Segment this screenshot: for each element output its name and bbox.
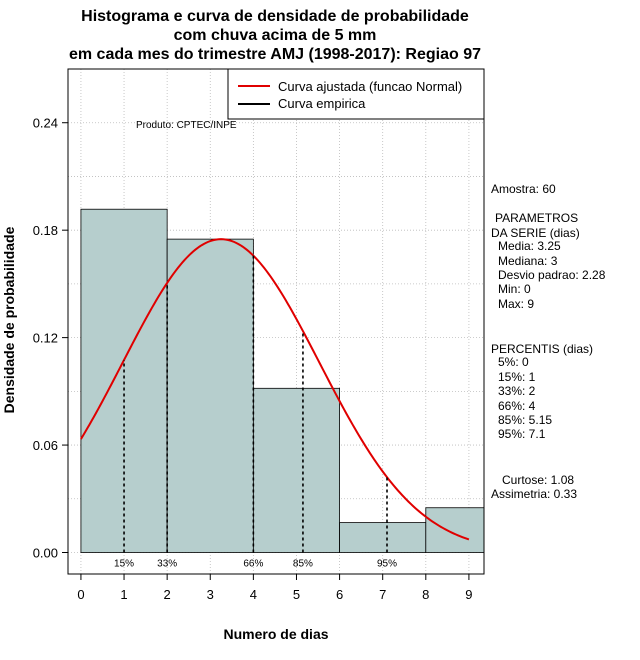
percentile-label-33: 33%	[157, 559, 177, 570]
fitted-normal-curve	[80, 238, 470, 541]
histogram-bars	[80, 208, 485, 553]
x-tick-label: 0	[77, 587, 84, 602]
histogram-bar-2	[166, 238, 254, 553]
perc-title: PERCENTIS (dias)	[491, 342, 593, 356]
chart-title-line-3: em cada mes do trimestre AMJ (1998-2017)…	[69, 46, 481, 63]
histogram-bar-5	[425, 507, 485, 553]
histogram-bar-4	[339, 522, 427, 553]
x-tick-label: 9	[465, 587, 472, 602]
percentile-lines: 15% 33% 66% 85% 95%	[114, 255, 397, 570]
perc-33: 33%: 2	[498, 384, 536, 398]
histogram-bar-3	[252, 387, 340, 553]
legend: Curva ajustada (funcao Normal) Curva emp…	[227, 68, 485, 120]
fitted-curve-layer	[80, 238, 470, 541]
param-min: Min: 0	[498, 282, 531, 296]
y-tick-label: 0.00	[33, 546, 58, 561]
legend-box	[227, 68, 485, 120]
x-tick-label: 8	[422, 587, 429, 602]
x-tick-label: 1	[120, 587, 127, 602]
histogram-bar-1	[80, 208, 168, 553]
y-tick-label: 0.12	[33, 331, 58, 346]
legend-fitted-label: Curva ajustada (funcao Normal)	[278, 79, 462, 94]
x-tick-label: 2	[164, 587, 171, 602]
percentile-label-15: 15%	[114, 559, 134, 570]
stats-panel: Amostra: 60 PARAMETROS DA SERIE (dias) M…	[491, 182, 606, 501]
perc-85: 85%: 5.15	[498, 413, 552, 427]
y-tick-label: 0.18	[33, 223, 58, 238]
x-tick-label: 4	[250, 587, 257, 602]
perc-5: 5%: 0	[498, 355, 529, 369]
x-axis-label: Numero de dias	[223, 626, 328, 642]
chart-title-line-1: Histograma e curva de densidade de proba…	[81, 8, 469, 25]
perc-66: 66%: 4	[498, 399, 536, 413]
param-media: Media: 3.25	[498, 239, 561, 253]
y-tick-label: 0.06	[33, 438, 58, 453]
params-title-2: DA SERIE (dias)	[491, 226, 580, 240]
params-title-1: PARAMETROS	[495, 211, 578, 225]
stat-assimetria: Assimetria: 0.33	[491, 487, 577, 501]
percentile-label-66: 66%	[243, 559, 263, 570]
percentile-label-95: 95%	[377, 559, 397, 570]
x-tick-label: 5	[293, 587, 300, 602]
x-tick-label: 3	[207, 587, 214, 602]
stat-curtose: Curtose: 1.08	[502, 473, 574, 487]
legend-empirical-label: Curva empirica	[278, 96, 366, 111]
x-tick-label: 6	[336, 587, 343, 602]
axes: 0 1 2 3 4 5 6 7 8 9 0.00 0.06 0.12 0.18 0.24	[33, 116, 473, 602]
param-mediana: Mediana: 3	[498, 254, 558, 268]
x-tick-label: 7	[379, 587, 386, 602]
product-label: Produto: CPTEC/INPE	[136, 120, 237, 131]
param-max: Max: 9	[498, 297, 534, 311]
y-tick-label: 0.24	[33, 116, 58, 131]
percentile-label-85: 85%	[293, 559, 313, 570]
param-desvio: Desvio padrao: 2.28	[498, 268, 606, 282]
chart-title-line-2: com chuva acima de 5 mm	[174, 27, 377, 44]
y-axis-label: Densidade de probabilidade	[1, 226, 17, 413]
stat-amostra: Amostra: 60	[491, 182, 556, 196]
perc-15: 15%: 1	[498, 370, 536, 384]
perc-95: 95%: 7.1	[498, 427, 546, 441]
